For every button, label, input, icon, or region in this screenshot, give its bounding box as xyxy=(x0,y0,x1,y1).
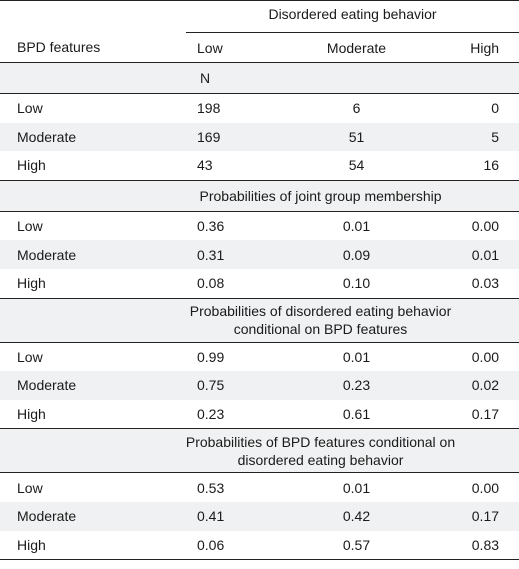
table-row: Low 198 6 0 xyxy=(0,93,519,123)
section-title-joint: Probabilities of joint group membership xyxy=(199,187,442,204)
cell-high: 0 xyxy=(491,100,500,117)
table-row: Moderate 0.41 0.42 0.17 xyxy=(0,501,519,531)
row-header-bpd-features: BPD features xyxy=(17,39,101,55)
table-row: Low 0.53 0.01 0.00 xyxy=(0,472,519,502)
table-row: Moderate 0.75 0.23 0.02 xyxy=(0,371,519,400)
section-title-line: Probabilities of disordered eating behav… xyxy=(189,303,452,320)
cell-high: 0.83 xyxy=(471,536,500,553)
cell-low: 0.75 xyxy=(197,377,225,394)
cell-high: 0.03 xyxy=(471,275,500,292)
cell-moderate: 0.01 xyxy=(342,218,371,235)
cell-low: 0.53 xyxy=(197,479,225,496)
row-label: High xyxy=(17,275,46,292)
header-row-columns: Low Moderate High xyxy=(0,33,519,63)
cell-moderate: 0.57 xyxy=(342,536,371,553)
cell-moderate: 0.01 xyxy=(342,348,371,365)
section-title-n: N xyxy=(200,70,211,86)
cell-low: 0.99 xyxy=(197,348,225,365)
cell-low: 0.23 xyxy=(197,406,225,423)
table-row: Low 0.36 0.01 0.00 xyxy=(0,211,519,240)
row-label: Moderate xyxy=(17,377,77,394)
row-label: Low xyxy=(17,348,43,365)
row-label: Moderate xyxy=(17,508,77,525)
table-row: High 43 54 16 xyxy=(0,151,519,180)
row-label: Moderate xyxy=(17,246,77,263)
cell-high: 16 xyxy=(483,157,500,174)
row-label: Moderate xyxy=(17,128,77,145)
column-spanner: Disordered eating behavior xyxy=(186,0,519,33)
section-title-row: Probabilities of BPD features conditiona… xyxy=(0,428,519,473)
table-row: Low 0.99 0.01 0.00 xyxy=(0,342,519,371)
cell-high: 0.17 xyxy=(471,406,500,423)
table-row: High 0.08 0.10 0.03 xyxy=(0,269,519,298)
section-title-line: Probabilities of BPD features conditiona… xyxy=(185,433,456,450)
cell-high: 0.00 xyxy=(471,479,500,496)
cell-moderate: 51 xyxy=(348,128,365,145)
column-header-high: High xyxy=(470,39,500,56)
cell-moderate: 0.09 xyxy=(342,246,371,263)
table-row: Moderate 169 51 5 xyxy=(0,122,519,152)
section-title-line: disordered eating behavior xyxy=(237,451,404,468)
cell-moderate: 0.01 xyxy=(342,479,371,496)
column-spanner-label: Disordered eating behavior xyxy=(268,5,437,22)
column-header-low: Low xyxy=(197,39,223,56)
section-title-bpd-given-eating: Probabilities of BPD features conditiona… xyxy=(0,429,519,473)
section-title-row: Probabilities of joint group membership xyxy=(0,180,519,212)
column-header-moderate: Moderate xyxy=(326,39,387,56)
cell-moderate: 54 xyxy=(348,157,365,174)
cell-low: 198 xyxy=(197,100,221,117)
cell-low: 0.31 xyxy=(197,246,225,263)
cell-high: 5 xyxy=(491,128,500,145)
cell-low: 0.36 xyxy=(197,218,225,235)
cell-low: 169 xyxy=(197,128,221,145)
section-title-row: N xyxy=(0,62,519,94)
cell-moderate: 0.23 xyxy=(342,377,371,394)
cell-moderate: 0.61 xyxy=(342,406,371,423)
cell-moderate: 6 xyxy=(352,100,361,117)
row-label: Low xyxy=(17,479,43,496)
cell-high: 0.00 xyxy=(471,348,500,365)
cell-high: 0.01 xyxy=(471,246,500,263)
cell-low: 43 xyxy=(197,157,213,174)
cell-high: 0.02 xyxy=(471,377,500,394)
row-label: High xyxy=(17,406,46,423)
cell-low: 0.08 xyxy=(197,275,225,292)
cell-high: 0.17 xyxy=(471,508,500,525)
cell-low: 0.41 xyxy=(197,508,225,525)
cell-moderate: 0.10 xyxy=(342,275,371,292)
table-row: Moderate 0.31 0.09 0.01 xyxy=(0,240,519,269)
cell-low: 0.06 xyxy=(197,536,225,553)
section-title-row: Probabilities of disordered eating behav… xyxy=(0,298,519,343)
table-row: High 0.06 0.57 0.83 xyxy=(0,531,519,560)
row-label: Low xyxy=(17,100,43,117)
cell-moderate: 0.42 xyxy=(342,508,371,525)
section-title-eating-given-bpd: Probabilities of disordered eating behav… xyxy=(0,298,519,342)
cell-high: 0.00 xyxy=(471,218,500,235)
row-label: Low xyxy=(17,218,43,235)
section-title-line: conditional on BPD features xyxy=(233,321,408,338)
row-label: High xyxy=(17,157,46,174)
table-row: High 0.23 0.61 0.17 xyxy=(0,400,519,429)
row-label: High xyxy=(17,536,46,553)
header-row-spanner: BPD features Disordered eating behavior xyxy=(0,0,519,55)
